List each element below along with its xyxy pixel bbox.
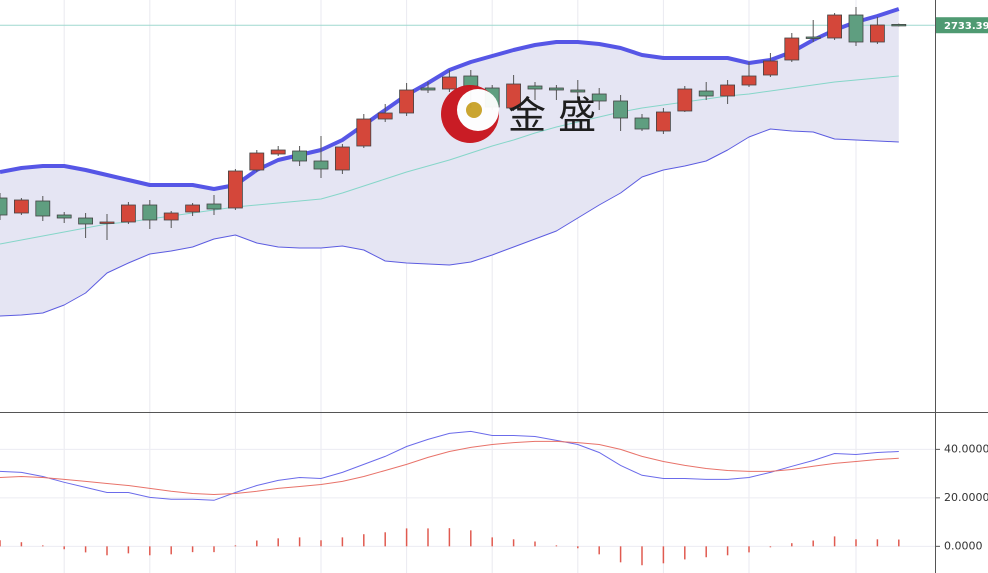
- candle-body: [13, 199, 29, 214]
- watermark-text: 金 盛: [508, 94, 596, 138]
- candle-body: [334, 146, 350, 171]
- candle-body: [527, 85, 543, 90]
- candle-body: [634, 117, 650, 130]
- candle-body: [78, 217, 93, 225]
- last-price-box: [936, 17, 988, 34]
- candle-body: [506, 83, 522, 109]
- candle-body: [206, 203, 222, 210]
- candle-body: [0, 197, 8, 216]
- candle-body: [420, 87, 436, 91]
- candle-body: [870, 24, 885, 43]
- candle-body: [35, 200, 51, 217]
- candle-body: [99, 221, 115, 224]
- y-tick-label: 0.0000: [944, 539, 983, 552]
- candle-body: [656, 111, 671, 132]
- watermark-logo: [441, 85, 499, 143]
- candle-body: [848, 14, 864, 43]
- candle-body: [784, 37, 800, 61]
- candle-body: [805, 36, 821, 39]
- candle-body: [249, 152, 265, 171]
- candle-body: [377, 112, 393, 120]
- y-tick-label: 40.0000: [944, 442, 988, 455]
- candle-body: [720, 84, 735, 97]
- dea-line: [0, 440, 899, 496]
- candle-body: [292, 150, 308, 162]
- candle-body: [270, 149, 286, 155]
- candle-body: [891, 23, 907, 27]
- candle-body: [56, 214, 72, 219]
- logo-ball: [466, 102, 482, 118]
- candle-body: [741, 75, 757, 86]
- candle-body: [677, 88, 693, 112]
- candle-body: [827, 14, 842, 39]
- last-price-label: 2733.39: [944, 21, 988, 32]
- candle-body: [227, 170, 243, 209]
- candle-body: [313, 160, 329, 170]
- dif-line: [0, 430, 899, 501]
- candle-body: [591, 93, 607, 102]
- candle-body: [763, 60, 778, 76]
- candle-body: [549, 87, 564, 91]
- candle-body: [163, 212, 179, 221]
- candle-body: [570, 89, 586, 93]
- candle-body: [399, 89, 415, 114]
- candle-body: [698, 90, 714, 97]
- band-area: [0, 9, 899, 316]
- candle-body: [185, 204, 201, 213]
- macd-panel: 0.0000 20.0000 40.0000: [0, 430, 988, 566]
- candle-body: [356, 118, 372, 147]
- y-tick-label: 20.0000: [944, 491, 988, 504]
- lower-band: [0, 128, 899, 317]
- candle-body: [121, 204, 136, 223]
- candle-body: [142, 204, 158, 221]
- price-panel: 2733.39: [0, 7, 988, 317]
- candle-body: [463, 75, 479, 87]
- candle-body: [613, 100, 628, 119]
- candle-body: [441, 76, 457, 90]
